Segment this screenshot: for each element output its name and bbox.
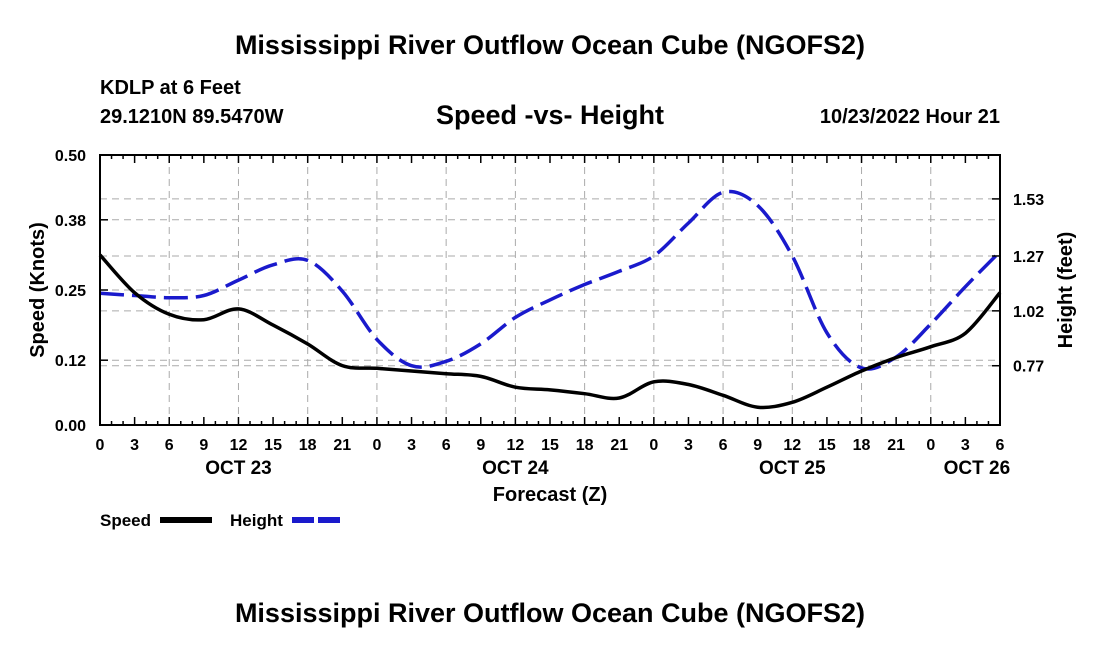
- x-tick-label: 3: [407, 437, 416, 454]
- x-tick-label: 9: [753, 437, 762, 454]
- x-tick-label: 0: [926, 437, 935, 454]
- footer-title: Mississippi River Outflow Ocean Cube (NG…: [234, 598, 866, 628]
- tick-layer: [99, 154, 1001, 426]
- x-tick-label: 21: [333, 437, 351, 454]
- main-title: Mississippi River Outflow Ocean Cube (NG…: [234, 30, 866, 60]
- x-tick-label: 18: [576, 437, 594, 454]
- legend-label-height: Height: [230, 511, 283, 530]
- x-tick-label: 15: [818, 437, 836, 454]
- x-tick-label: 9: [199, 437, 208, 454]
- x-tick-label: 0: [649, 437, 658, 454]
- date-label: OCT 23: [205, 458, 272, 479]
- x-tick-label: 21: [610, 437, 628, 454]
- x-tick-label: 3: [961, 437, 970, 454]
- coordinates-label: 29.1210N 89.5470W: [100, 106, 284, 128]
- y2-tick-label: 1.27: [1013, 249, 1044, 266]
- y2-tick-label: 1.53: [1013, 192, 1044, 209]
- x-tick-label: 0: [372, 437, 381, 454]
- forecast-datetime: 10/23/2022 Hour 21: [819, 106, 1000, 128]
- x-tick-label: 12: [506, 437, 524, 454]
- x-tick-label: 6: [719, 437, 728, 454]
- y-tick-label: 0.25: [55, 283, 86, 300]
- label-layer: 0 3 6 9 12 15 18 21 0 3 6 9 12 15 18 21 0 3 6 9 12 15 18 21 0 3 6 O…: [55, 148, 1044, 479]
- x-tick-label: 0: [96, 437, 105, 454]
- date-label: OCT 25: [759, 458, 826, 479]
- legend-label-speed: Speed: [100, 511, 151, 530]
- series-layer: [98, 189, 1002, 410]
- x-tick-label: 6: [996, 437, 1005, 454]
- date-label: OCT 26: [944, 458, 1011, 479]
- x-tick-label: 18: [299, 437, 317, 454]
- x-tick-label: 15: [264, 437, 282, 454]
- x-tick-label: 9: [476, 437, 485, 454]
- y2-axis-title: Height (feet): [1055, 232, 1077, 349]
- series-line-speed: [98, 253, 1002, 410]
- x-tick-label: 12: [230, 437, 248, 454]
- date-label: OCT 24: [482, 458, 549, 479]
- x-tick-label: 3: [684, 437, 693, 454]
- y-axis-title: Speed (Knots): [27, 222, 49, 358]
- y-tick-label: 0.00: [55, 418, 86, 435]
- x-axis-title: Forecast (Z): [493, 484, 607, 506]
- grid-layer: [100, 155, 1000, 425]
- chart-subtitle: Speed -vs- Height: [435, 100, 665, 130]
- x-tick-label: 21: [887, 437, 905, 454]
- x-tick-label: 12: [783, 437, 801, 454]
- x-tick-label: 15: [541, 437, 559, 454]
- x-tick-label: 18: [853, 437, 871, 454]
- y-tick-label: 0.38: [55, 213, 86, 230]
- x-tick-label: 6: [165, 437, 174, 454]
- series-line-height: [99, 189, 1002, 371]
- y2-tick-label: 1.02: [1013, 304, 1044, 321]
- y-tick-label: 0.12: [55, 353, 86, 370]
- y-tick-label: 0.50: [55, 148, 86, 165]
- x-tick-label: 3: [130, 437, 139, 454]
- y2-tick-label: 0.77: [1013, 359, 1044, 376]
- legend: Speed Height: [100, 511, 344, 530]
- station-label: KDLP at 6 Feet: [100, 77, 241, 99]
- speed-height-chart: 0 3 6 9 12 15 18 21 0 3 6 9 12 15 18 21 0 3 6 9 12 15 18 21 0 3 6 O…: [27, 148, 1077, 530]
- x-tick-label: 6: [442, 437, 451, 454]
